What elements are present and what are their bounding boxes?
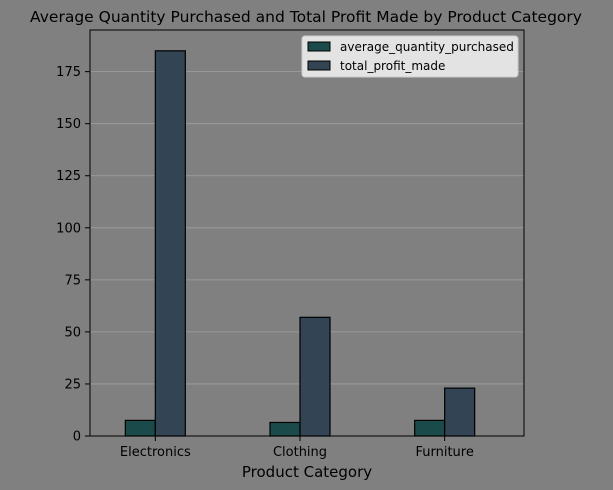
plot-frame	[89, 29, 525, 437]
y-tick-label: 125	[56, 169, 81, 184]
y-tick-label: 150	[56, 117, 81, 132]
y-tick-label: 0	[73, 430, 81, 445]
bar-total-profit-made	[444, 387, 476, 437]
bar-total-profit-made	[299, 316, 331, 437]
y-tick-label: 25	[64, 377, 81, 392]
legend: average_quantity_purchased total_profit_m…	[301, 35, 519, 78]
bar-average-quantity-purchased	[414, 419, 446, 437]
legend-label: total_profit_made	[340, 59, 445, 73]
y-tick-label: 175	[56, 65, 81, 80]
x-tick-label: Clothing	[273, 445, 327, 460]
x-axis-title: Product Category	[242, 463, 372, 481]
x-tick-label: Furniture	[415, 445, 473, 460]
y-tick-label: 100	[56, 221, 81, 236]
legend-swatch	[307, 41, 331, 52]
y-axis: 0 25 50 75 100 125 150 175	[56, 65, 90, 445]
bar-total-profit-made	[154, 50, 186, 437]
bar-average-quantity-purchased	[269, 421, 301, 437]
legend-swatch	[307, 60, 331, 71]
x-tick-label: Electronics	[120, 445, 191, 460]
chart-title: Average Quantity Purchased and Total Pro…	[30, 8, 582, 26]
y-tick-label: 50	[64, 325, 81, 340]
legend-box	[301, 35, 519, 78]
x-axis: Electronics Clothing Furniture	[120, 436, 474, 460]
legend-label: average_quantity_purchased	[340, 40, 514, 54]
bars	[124, 50, 476, 437]
bar-average-quantity-purchased	[124, 419, 156, 437]
y-tick-label: 75	[64, 273, 81, 288]
